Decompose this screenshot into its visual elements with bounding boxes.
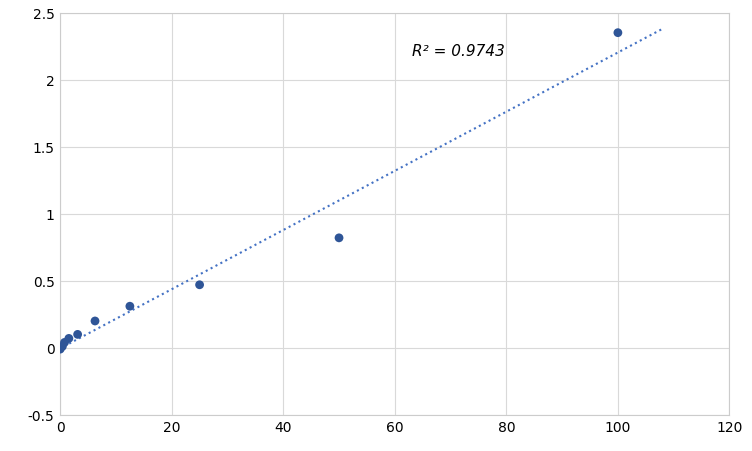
Point [89, 318, 101, 325]
Point [124, 303, 136, 310]
Point [71, 331, 83, 338]
Point [333, 235, 345, 242]
Text: R² = 0.9743: R² = 0.9743 [411, 44, 505, 60]
Point [612, 30, 624, 37]
Point [54, 346, 66, 353]
Point [59, 339, 71, 346]
Point [56, 343, 68, 350]
Point [193, 281, 205, 289]
Point [63, 335, 75, 342]
